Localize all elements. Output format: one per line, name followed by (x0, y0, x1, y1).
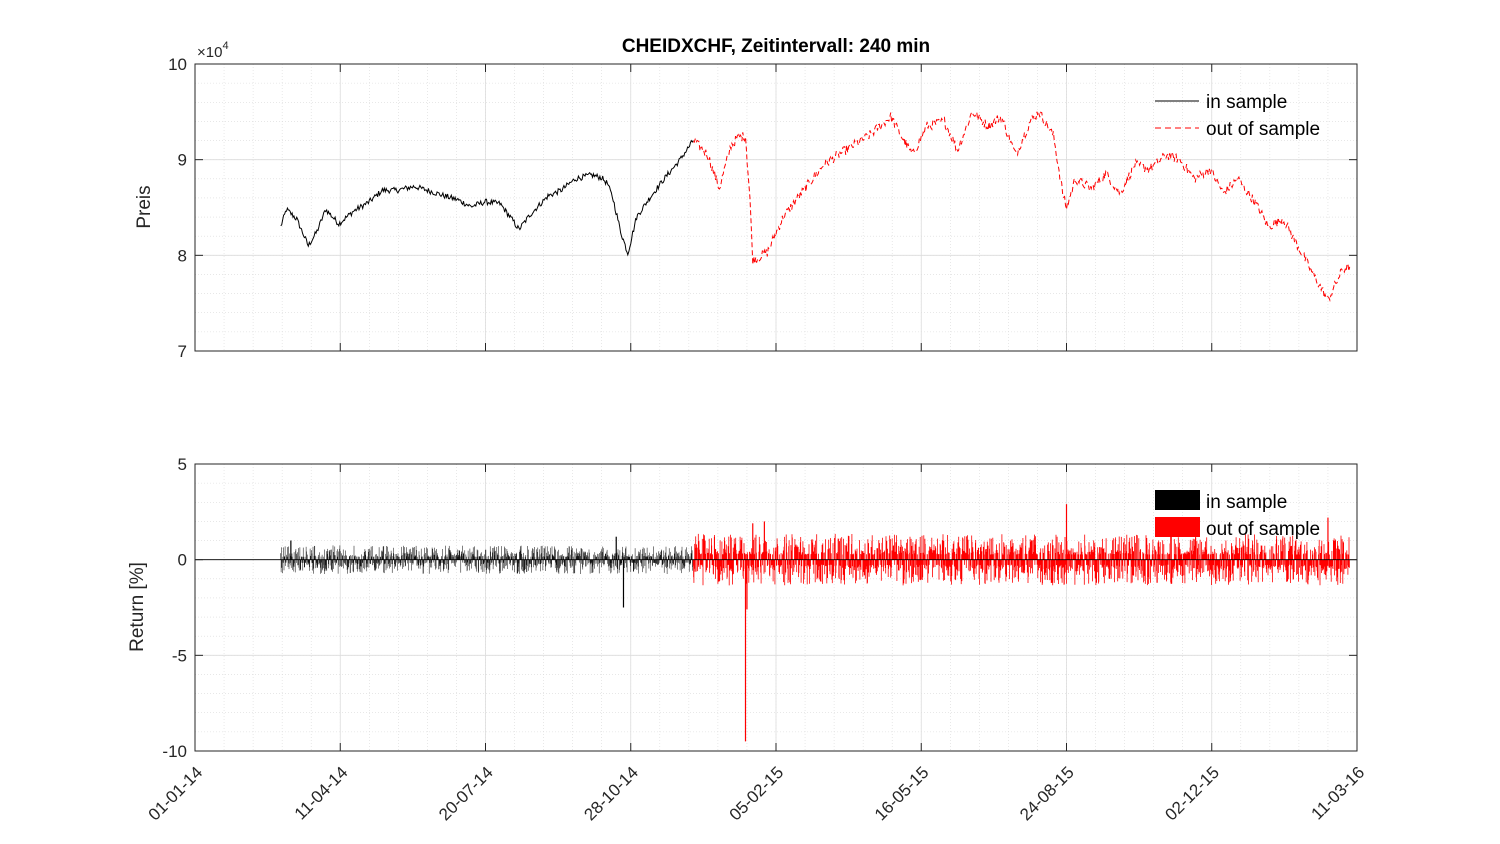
x-tick-label: 16-05-15 (871, 763, 933, 825)
price-series (280, 110, 1351, 302)
x-tick-label: 11-04-14 (291, 763, 352, 824)
y-tick-label: -10 (162, 742, 187, 761)
y-tick-label: -5 (172, 646, 187, 665)
return-ticks (194, 463, 1358, 752)
price-y-axis-label: Preis (134, 185, 155, 228)
price-line-in-sample (280, 139, 694, 257)
y-tick-label: 8 (178, 246, 187, 265)
return-y-tick-labels: -10 -5 0 5 (162, 455, 187, 761)
y-tick-label: 9 (178, 151, 187, 170)
y-multiplier-label: ×104 (197, 40, 229, 61)
return-y-axis-label: Return [%] (127, 562, 148, 652)
price-y-tick-labels: 7 8 9 10 (168, 55, 187, 361)
legend-swatch-in-sample (1155, 490, 1200, 510)
y-tick-label: 10 (168, 55, 187, 74)
x-tick-label: 05-02-15 (726, 763, 788, 825)
y-tick-label: 5 (178, 455, 187, 474)
x-tick-label: 28-10-14 (580, 763, 642, 825)
x-tick-label: 20-07-14 (435, 763, 497, 825)
y-tick-label: 0 (178, 551, 187, 570)
return-bars-in-sample (280, 545, 694, 574)
legend-label-in-sample: in sample (1206, 92, 1287, 113)
return-panel: -10 -5 0 5 Return [%] in sample out of samp… (127, 455, 1368, 824)
x-tick-label: 24-08-15 (1016, 763, 1078, 825)
legend-swatch-out-of-sample (1155, 517, 1200, 537)
x-tick-label: 02-12-15 (1161, 763, 1223, 825)
x-tick-labels: 01-01-14 11-04-14 20-07-14 28-10-14 05-02-15… (145, 763, 1369, 825)
return-series (280, 504, 1350, 742)
legend-label-out-of-sample: out of sample (1206, 119, 1320, 140)
y-tick-label: 7 (178, 342, 187, 361)
legend-label-in-sample: in sample (1206, 492, 1287, 513)
legend-label-out-of-sample: out of sample (1206, 519, 1320, 540)
chart-title: CHEIDXCHF, Zeitintervall: 240 min (622, 36, 930, 57)
x-tick-label: 11-03-16 (1308, 763, 1369, 824)
return-bars-out-of-sample (692, 533, 1350, 586)
price-ticks (194, 63, 1358, 352)
price-line-out-of-sample (692, 110, 1351, 302)
x-tick-label: 01-01-14 (145, 763, 207, 825)
price-legend: in sample out of sample (1155, 92, 1320, 140)
return-legend: in sample out of sample (1155, 490, 1320, 540)
